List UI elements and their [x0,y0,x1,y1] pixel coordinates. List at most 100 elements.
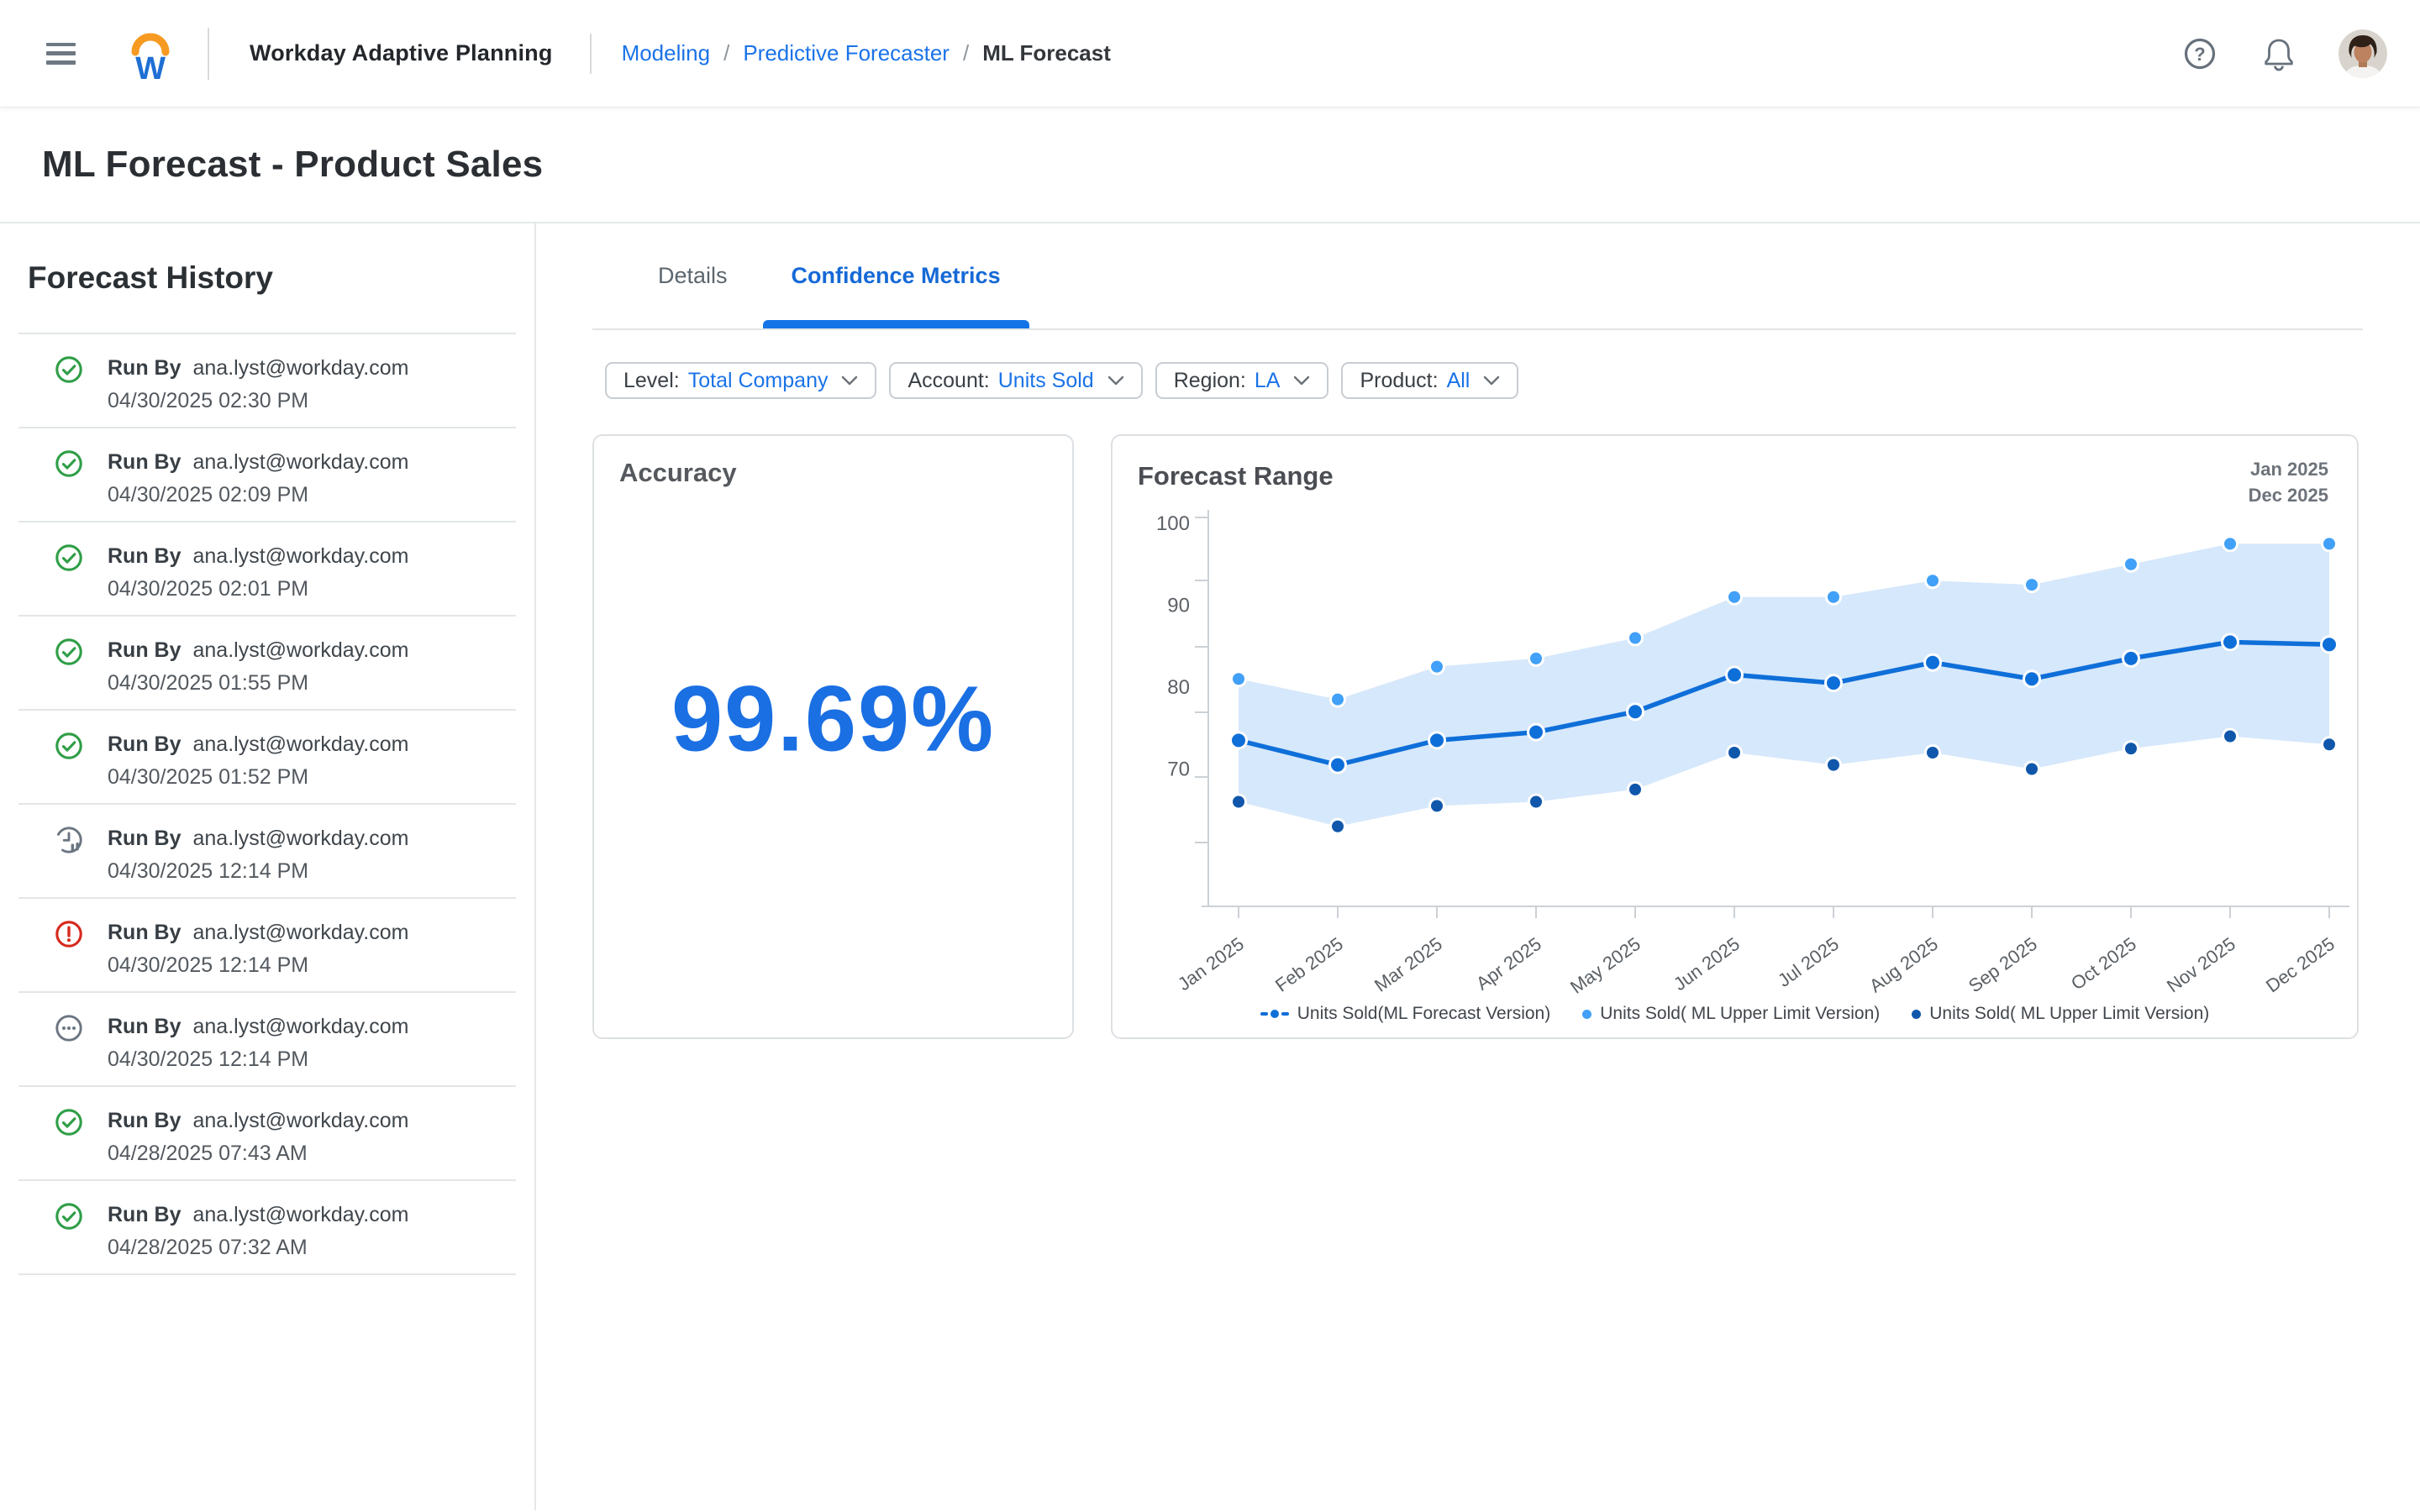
chevron-down-icon [1107,375,1123,386]
page-title-bar: ML Forecast - Product Sales [0,108,2420,223]
forecast-run-item[interactable]: Run By ana.lyst@workday.com 04/30/2025 01:… [18,617,516,711]
filter-value: LA [1254,368,1281,392]
user-avatar[interactable] [2338,29,2387,78]
status-success-icon [54,1201,84,1231]
forecast-run-item[interactable]: Run By ana.lyst@workday.com 04/28/2025 07:… [18,1087,516,1181]
run-timestamp: 04/30/2025 02:09 PM [108,483,309,507]
run-by-line: Run By ana.lyst@workday.com [108,539,508,573]
run-by-label: Run By [108,544,182,568]
breadcrumb-separator: / [723,40,730,66]
x-axis-label: Apr 2025 [1472,933,1545,995]
accuracy-value: 99.69% [671,667,996,771]
upper-limit-point [2023,576,2040,594]
x-axis-label: Sep 2025 [1965,933,2041,997]
status-pending-icon [54,825,84,855]
forecast-run-item[interactable]: Run By ana.lyst@workday.com 04/30/2025 12:… [18,805,516,899]
upper-limit-point [2123,555,2139,573]
run-by-line: Run By ana.lyst@workday.com [108,445,508,479]
x-axis-label: Nov 2025 [2163,933,2239,997]
run-by-line: Run By ana.lyst@workday.com [108,1010,508,1043]
forecast-run-item[interactable]: Run By ana.lyst@workday.com 04/30/2025 01:… [18,711,516,805]
accuracy-title: Accuracy [619,458,737,487]
lower-limit-point [1329,817,1346,835]
upper-limit-point [1825,588,1842,606]
workday-logo[interactable]: W [129,26,172,87]
filter-level-dropdown[interactable]: Level: Total Company [605,362,877,399]
forecast-run-item[interactable]: Run By ana.lyst@workday.com 04/30/2025 12:… [18,993,516,1087]
x-axis-label: Mar 2025 [1370,933,1446,996]
forecast-point [1328,755,1347,774]
forecast-point [2320,635,2338,654]
legend-item-upper[interactable]: Units Sold( ML Upper Limit Version) [1582,1004,1880,1024]
legend-label: Units Sold( ML Upper Limit Version) [1600,1004,1881,1023]
x-axis-label: May 2025 [1566,933,1644,998]
forecast-run-item[interactable]: Run By ana.lyst@workday.com 04/30/2025 02:… [18,428,516,522]
tab-confidence-metrics[interactable]: Confidence Metrics [762,223,1029,328]
legend-item-lower[interactable]: Units Sold( ML Upper Limit Version) [1912,1004,2209,1024]
run-timestamp: 04/28/2025 07:32 AM [108,1236,308,1259]
upper-limit-point [1230,670,1247,688]
lower-limit-point [1726,744,1743,761]
x-axis-label: Feb 2025 [1271,933,1347,996]
filter-value: Units Sold [997,368,1094,392]
forecast-run-item[interactable]: Run By ana.lyst@workday.com 04/30/2025 02:… [18,334,516,428]
filter-product-dropdown[interactable]: Product: All [1341,362,1519,399]
filter-account-dropdown[interactable]: Account: Units Sold [889,362,1143,399]
main-content: Details Confidence Metrics Level: Total Co… [536,223,2420,1510]
help-icon[interactable]: ? [2181,34,2219,73]
forecast-run-item[interactable]: Run By ana.lyst@workday.com 04/30/2025 02:… [18,522,516,617]
filter-region-dropdown[interactable]: Region: LA [1155,362,1329,399]
filter-label: Account: [908,368,990,392]
hamburger-menu-icon[interactable] [46,42,76,65]
run-by-label: Run By [108,1203,182,1226]
forecast-point [1824,674,1843,693]
forecast-range-chart: 100 90 80 70 Jan 2025 Feb 2025 Mar 2025 Apr 202… [1156,510,2349,998]
forecast-line [1238,639,2330,768]
filter-value: Total Company [687,368,829,392]
forecast-period-start: Jan 2025 [2250,459,2328,480]
lower-limit-point [2321,736,2338,753]
legend-dot-marker [1582,1009,1592,1019]
upper-limit-point [1428,658,1445,675]
svg-text:W: W [135,51,166,81]
run-timestamp: 04/30/2025 12:14 PM [108,859,309,883]
run-timestamp: 04/30/2025 01:55 PM [108,671,309,695]
forecast-point [1428,731,1446,750]
run-timestamp: 04/30/2025 02:01 PM [108,577,309,601]
breadcrumb-predictive-forecaster[interactable]: Predictive Forecaster [743,40,950,66]
forecast-range-title: Forecast Range [1138,461,1334,491]
x-axis-label: Dec 2025 [2262,933,2338,997]
run-by-line: Run By ana.lyst@workday.com [108,822,508,855]
forecast-run-item[interactable]: Run By ana.lyst@workday.com 04/30/2025 12:… [18,899,516,993]
run-user: ana.lyst@workday.com [192,1015,409,1038]
run-user: ana.lyst@workday.com [192,1203,409,1226]
chart-legend: Units Sold(ML Forecast Version) Units Sol… [1113,1004,2357,1024]
run-user: ana.lyst@workday.com [192,921,409,944]
tab-details[interactable]: Details [658,223,728,328]
run-by-line: Run By ana.lyst@workday.com [108,1198,508,1231]
status-error-icon [54,919,84,949]
forecast-range-card: Forecast Range Jan 2025 Dec 2025 100 90 80… [1111,434,2359,1039]
breadcrumb-modeling[interactable]: Modeling [621,40,711,66]
notifications-bell-icon[interactable] [2260,34,2298,73]
status-running-icon [54,1013,84,1043]
top-bar: W Workday Adaptive Planning Modeling / Pre… [0,0,2420,108]
upper-limit-point [1726,588,1743,606]
forecast-point [2122,648,2140,668]
breadcrumb-ml-forecast: ML Forecast [982,40,1111,66]
y-axis-label: 80 [1167,676,1190,699]
run-by-label: Run By [108,921,182,944]
run-by-label: Run By [108,1015,182,1038]
status-success-icon [54,354,84,385]
run-timestamp: 04/30/2025 01:52 PM [108,765,309,789]
chevron-down-icon [1294,375,1310,386]
legend-item-forecast[interactable]: Units Sold(ML Forecast Version) [1260,1004,1550,1024]
run-user: ana.lyst@workday.com [192,732,409,756]
lower-limit-point [1428,797,1445,815]
run-by-line: Run By ana.lyst@workday.com [108,727,508,761]
upper-limit-point [1329,690,1346,708]
lower-limit-point [2222,727,2238,745]
forecast-run-item[interactable]: Run By ana.lyst@workday.com 04/28/2025 07:… [18,1181,516,1275]
x-axis-label: Jun 2025 [1670,933,1744,995]
status-success-icon [54,543,84,573]
